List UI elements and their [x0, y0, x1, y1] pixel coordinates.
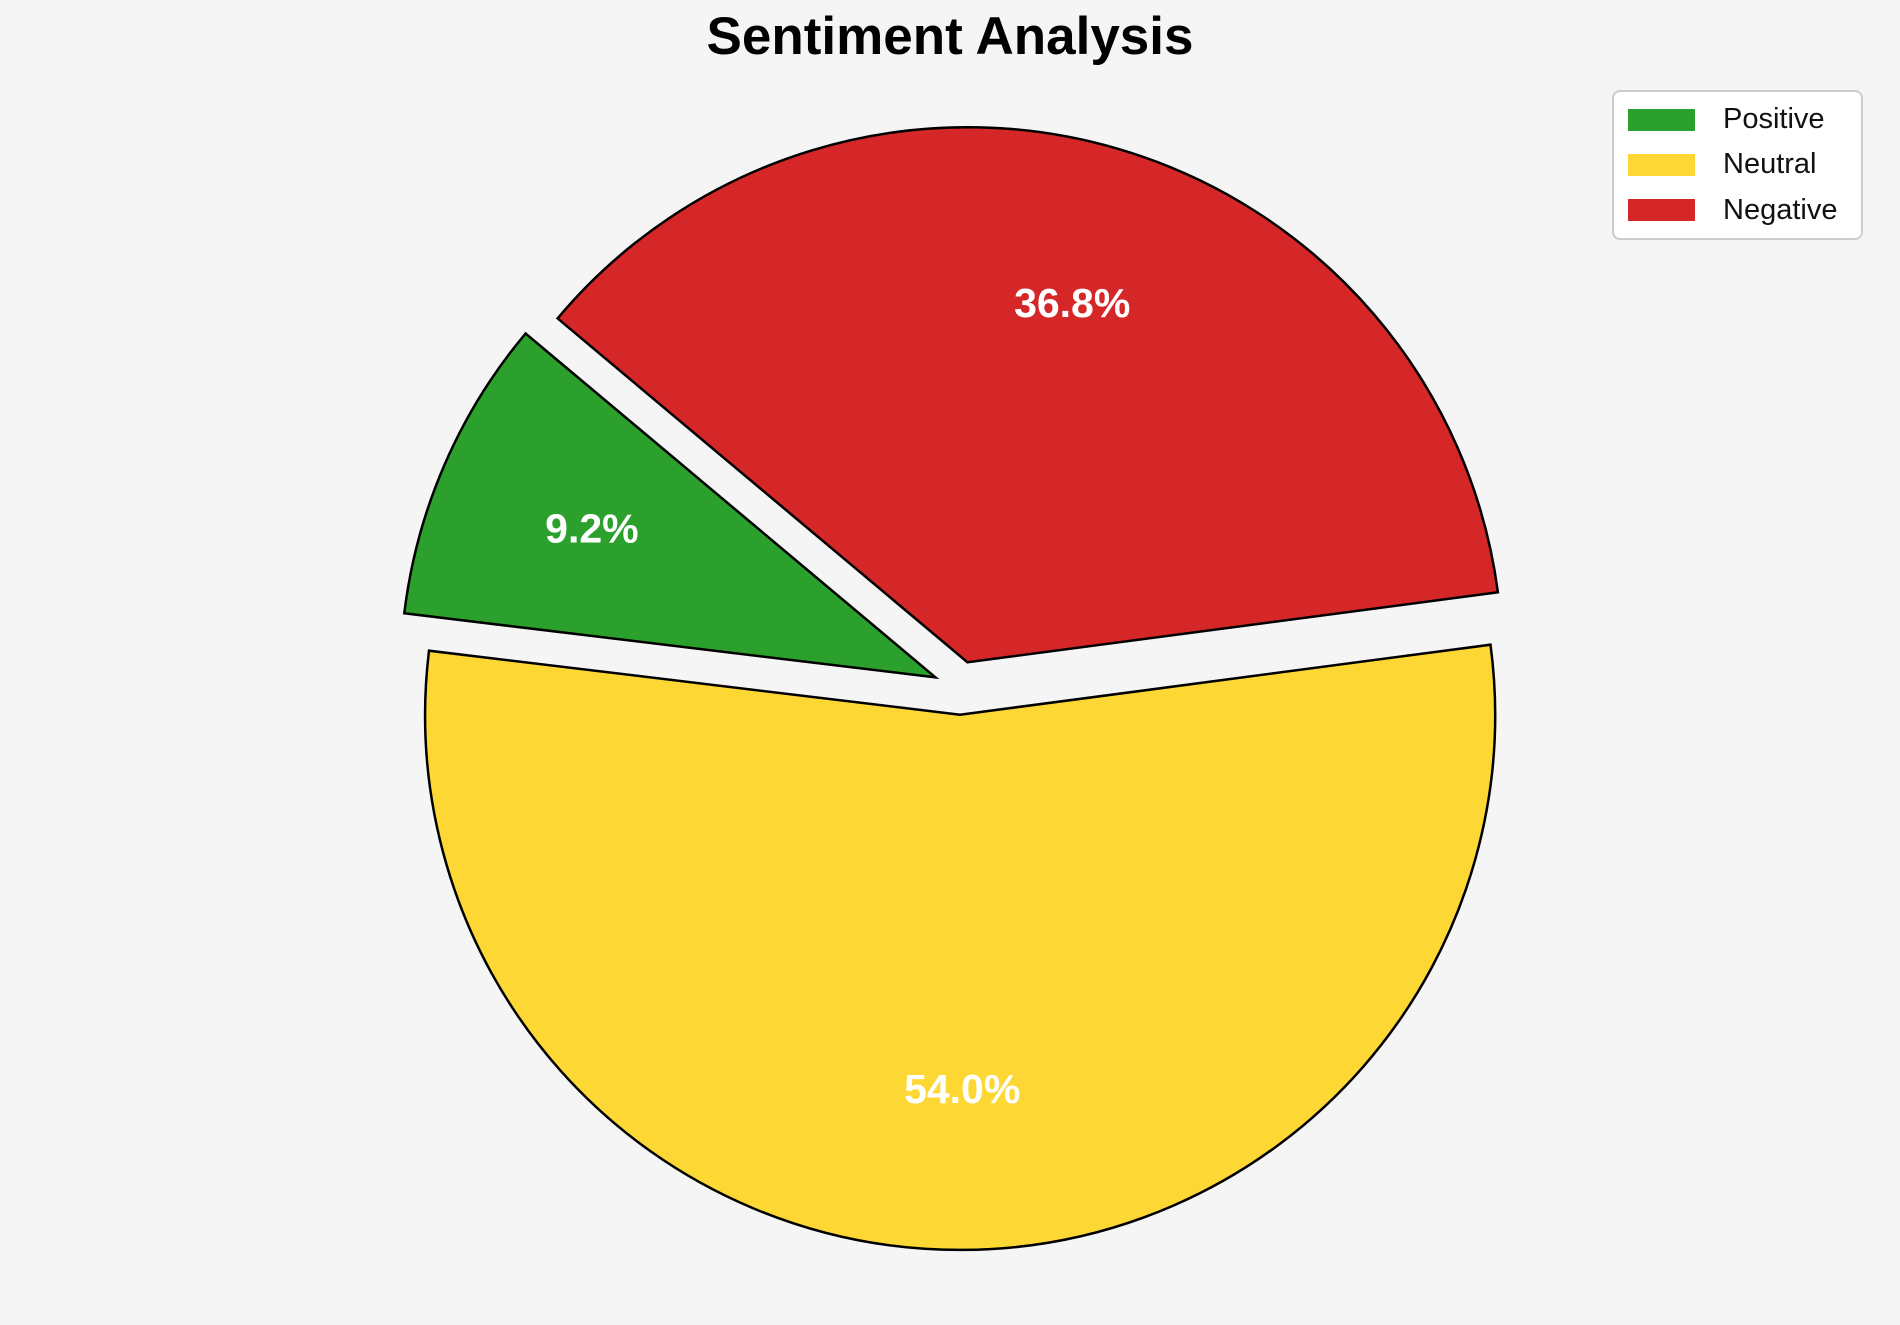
pie-slice-neutral — [423, 643, 1497, 1252]
legend-label-positive: Positive — [1723, 103, 1825, 136]
pie-slice-positive — [402, 331, 940, 680]
legend-swatch-neutral — [1628, 153, 1695, 176]
legend: Positive Neutral Negative — [1612, 90, 1863, 240]
legend-item-negative: Negative — [1628, 188, 1861, 233]
legend-swatch-positive — [1628, 108, 1695, 131]
legend-label-negative: Negative — [1723, 193, 1838, 226]
pie-slice-negative — [555, 126, 1500, 664]
pct-label-neutral: 54.0% — [904, 1066, 1020, 1112]
pct-label-positive: 9.2% — [545, 505, 638, 551]
legend-swatch-negative — [1628, 199, 1695, 222]
chart-title: Sentiment Analysis — [706, 7, 1194, 66]
legend-item-neutral: Neutral — [1628, 142, 1861, 187]
legend-item-positive: Positive — [1628, 97, 1861, 142]
legend-label-neutral: Neutral — [1723, 148, 1817, 181]
pct-label-negative: 36.8% — [1014, 280, 1130, 326]
